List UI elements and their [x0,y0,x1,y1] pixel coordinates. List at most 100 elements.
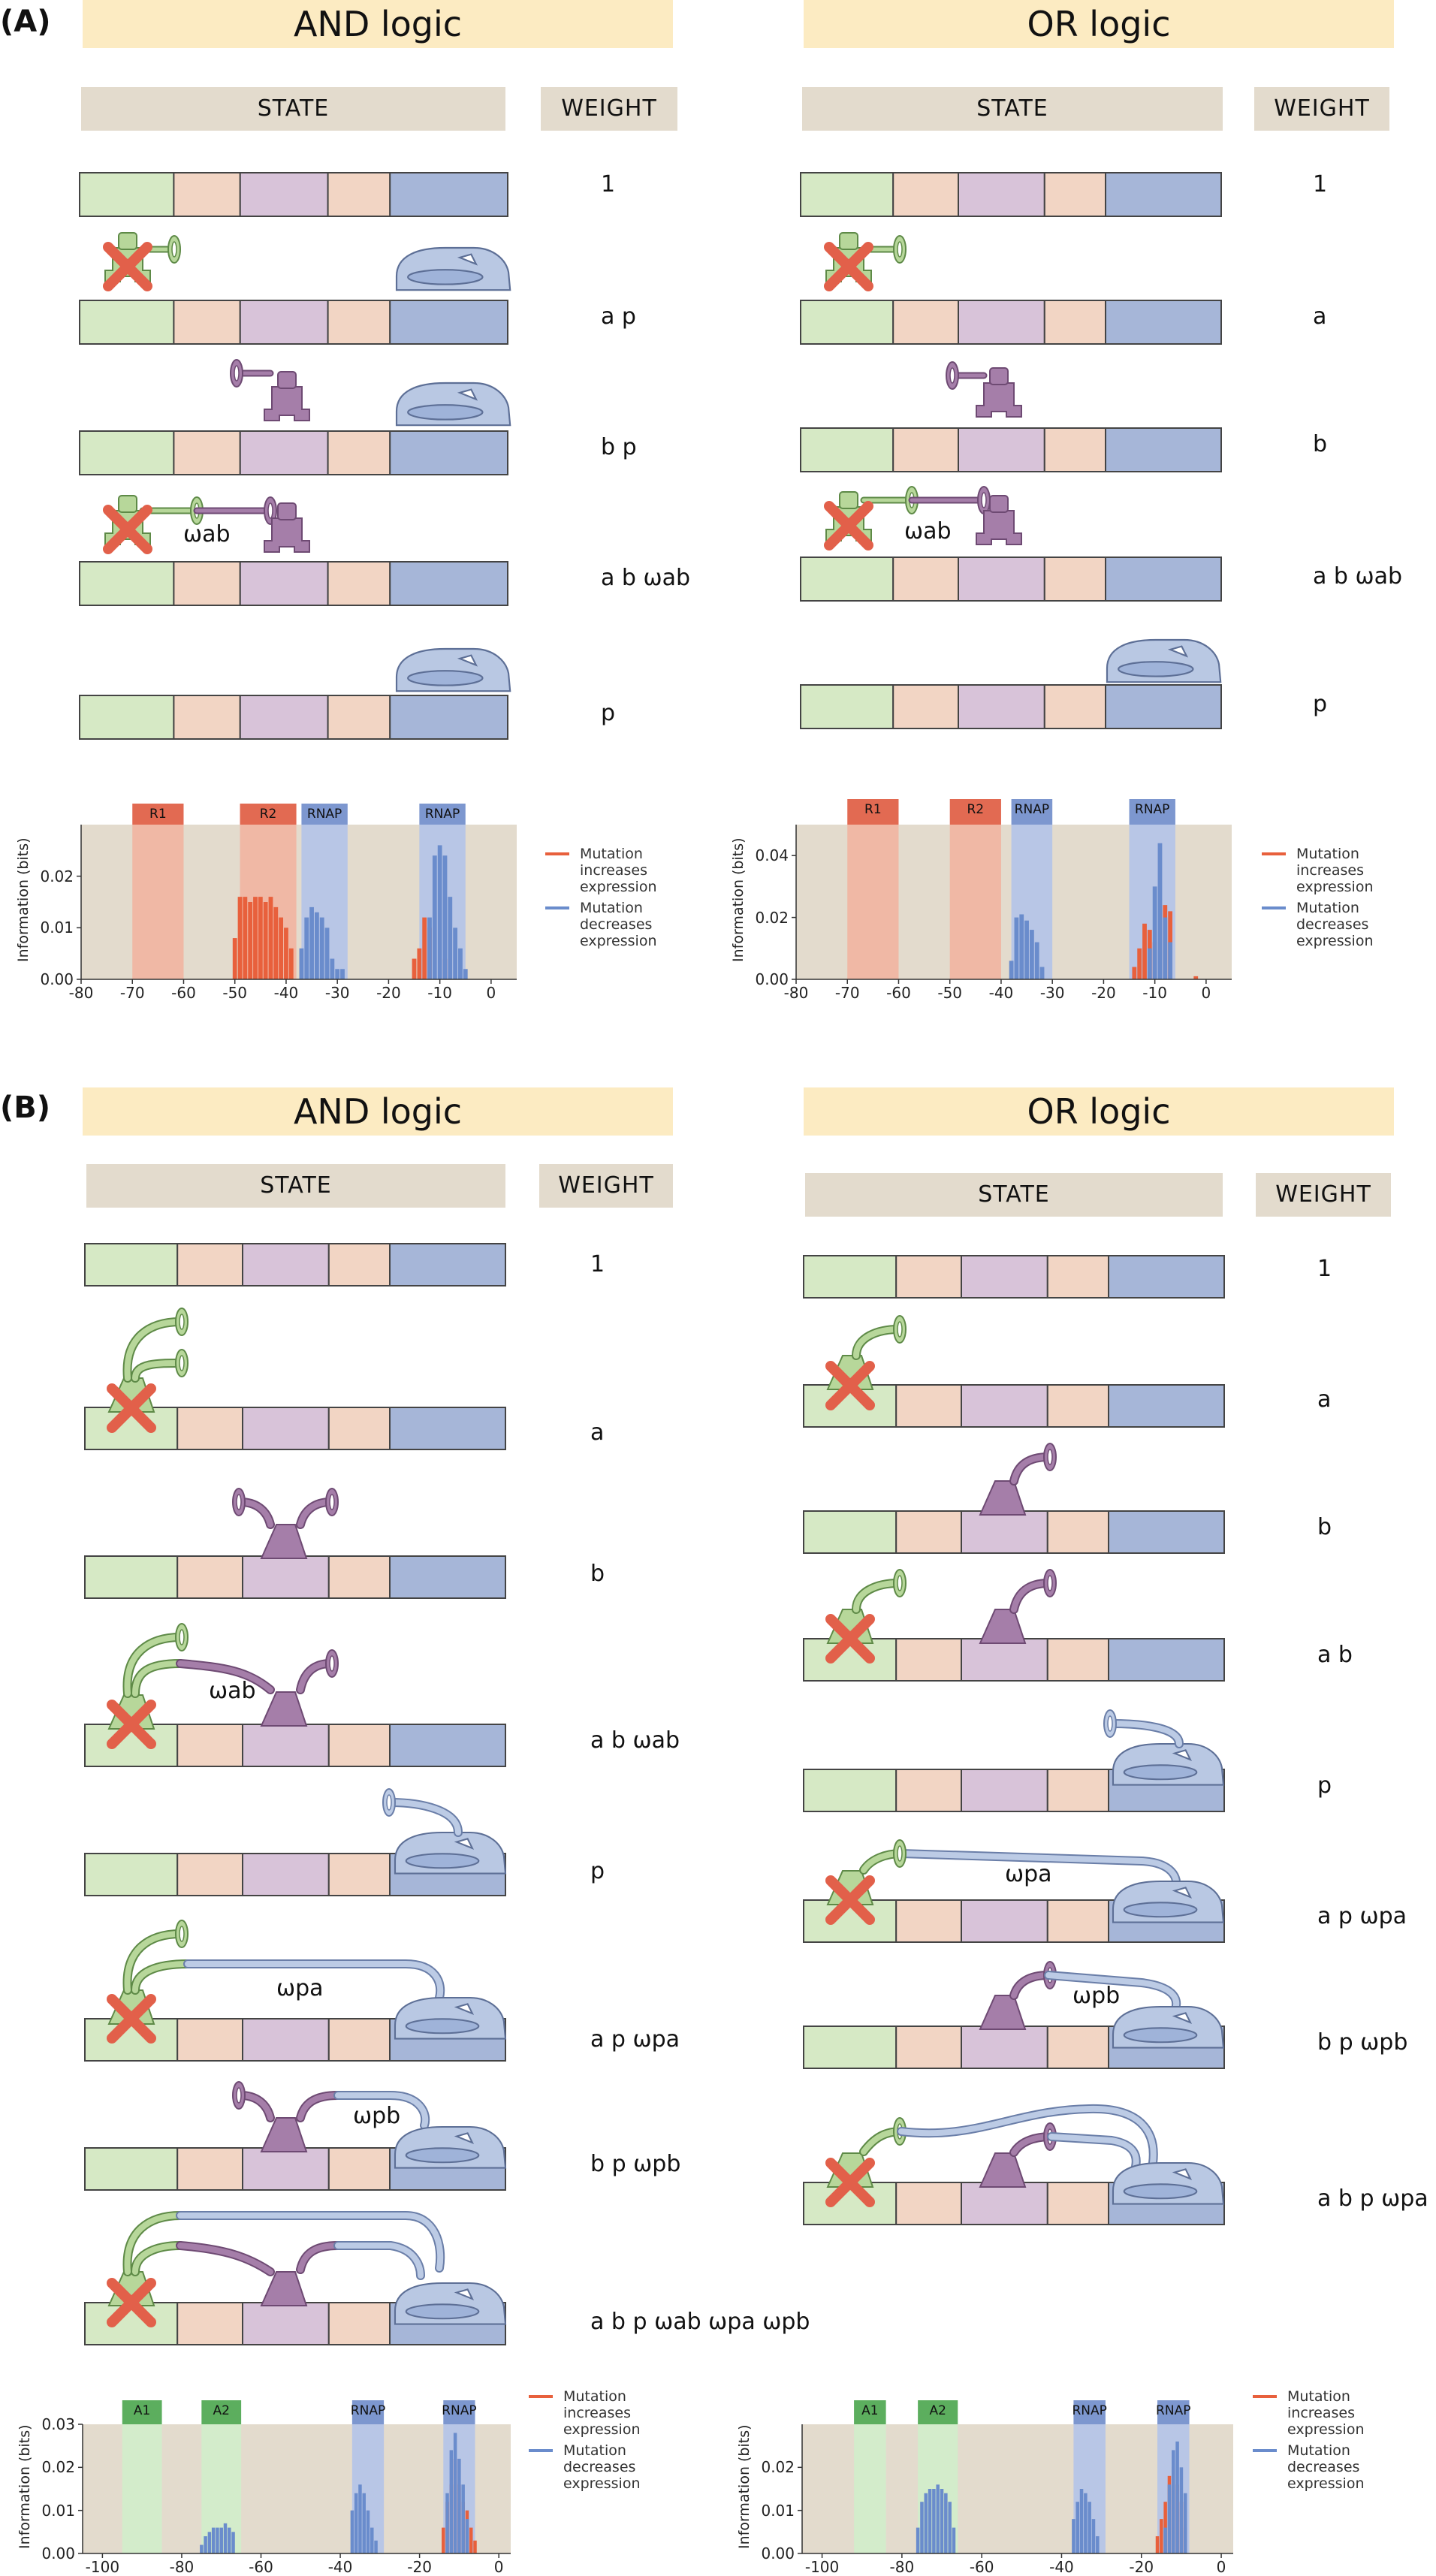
bar-decrease [445,2493,449,2553]
dna-segment [173,695,241,740]
dna-segment [242,1724,330,1767]
rnap-icon [394,1831,507,1875]
dna-segment [327,430,391,475]
site-box [351,2400,385,2424]
dna-segment [800,300,894,345]
x-tick-label: -80 [68,984,94,1002]
header-state-a-or: STATE [802,87,1223,131]
bar-increase [237,897,243,979]
weight-B_or-2: b [1317,1514,1332,1540]
dna-segment [389,1407,506,1450]
legend-decrease-label: Mutation decreases expression [580,900,657,949]
dna-row-b-or-1 [803,1384,1225,1428]
bar-decrease [335,969,340,979]
x-tick-label: -80 [169,2558,195,2576]
header-weight-a-or: WEIGHT [1254,87,1389,131]
x-tick-label: -50 [222,984,248,1002]
knob-icon [1043,1569,1057,1597]
tether-curve [124,2213,183,2275]
legend-a-and: Mutation increases expression Mutation d… [545,846,670,954]
dna-row-a-and-3 [79,561,508,606]
x-tick-label: -70 [119,984,145,1002]
title-a-and: AND logic [83,0,673,48]
dna-row-b-and-1 [84,1407,506,1450]
dna-segment [800,557,894,602]
y-tick-label: 0.00 [40,970,74,988]
dna-row-b-or-2 [803,1510,1225,1554]
bar-increase [258,897,263,979]
bar-increase [417,948,422,979]
dna-segment [895,1384,962,1428]
weight-A_and-3: a b ωab [601,565,691,591]
bar-decrease [453,928,458,979]
x-tick-label: -60 [969,2558,994,2576]
site-band [854,2424,886,2553]
bar-decrease [350,2510,354,2553]
rnap-icon [395,647,511,692]
tether-curve [132,1961,191,1993]
bar-increase [263,902,268,979]
dna-row-b-and-5 [84,2018,506,2062]
dna-segment [239,430,329,475]
dna-segment [242,2302,330,2345]
rnap-icon [394,2282,507,2325]
bar-decrease [216,2527,219,2553]
rnap-icon [1112,2005,1225,2049]
y-tick-label: 0.02 [755,908,789,927]
dna-segment [327,2018,391,2062]
dna-segment [327,1243,391,1286]
header-state-b-and: STATE [86,1164,505,1208]
bar-increase [253,897,258,979]
legend-b-or: Mutation increases expression Mutation d… [1253,2388,1377,2496]
dna-segment [173,430,241,475]
dna-segment [173,172,241,217]
bar-increase [288,948,294,979]
bar-increase [279,917,284,979]
legend-increase-swatch [545,852,569,855]
y-tick-label: 0.02 [40,867,74,885]
dna-segment [803,1510,898,1554]
legend-decrease-label: Mutation decreases expression [563,2442,641,2492]
site-box [132,804,184,825]
dna-segment [800,172,894,217]
knob-icon [325,1488,339,1516]
omega-label: ωpa [1005,1861,1052,1887]
bar-decrease [319,917,324,979]
dna-segment [892,684,959,729]
rnap-icon [395,382,511,427]
bar-increase [232,938,237,979]
rnap-icon [394,2125,507,2169]
dna-segment [1046,1384,1110,1428]
rnap-icon [1112,2161,1225,2205]
dna-row-a-and-1 [79,300,508,345]
dna-segment [958,427,1045,472]
site-label: R1 [149,807,167,822]
dna-segment [239,300,329,345]
dna-segment [173,300,241,345]
legend-increase-swatch [529,2395,553,2398]
bar-decrease [309,906,314,979]
bar-decrease [314,912,319,979]
omega-label: ωpa [276,1975,324,2001]
site-box [1073,2400,1106,2424]
dna-segment [961,1769,1048,1812]
weight-A_and-4: p [601,700,616,726]
y-tick-label: 0.00 [761,2544,795,2562]
dna-segment [176,2147,243,2191]
y-tick-label: 0.01 [41,2501,75,2520]
weight-B_and-7: a b p ωab ωpa ωpb [590,2309,810,2335]
dna-segment [242,2018,330,2062]
y-tick-label: 0.04 [755,846,789,865]
dna-segment [1043,427,1107,472]
dna-segment [1105,172,1222,217]
knob-icon [893,1315,907,1344]
tether-curve [335,2243,424,2279]
header-weight-b-or: WEIGHT [1256,1173,1391,1217]
site-box [122,2400,162,2424]
dna-segment [84,2147,179,2191]
dna-segment [1046,1769,1110,1812]
dna-segment [389,1243,506,1286]
dna-segment [892,300,959,345]
site-label: R2 [259,807,277,822]
dna-segment [892,557,959,602]
